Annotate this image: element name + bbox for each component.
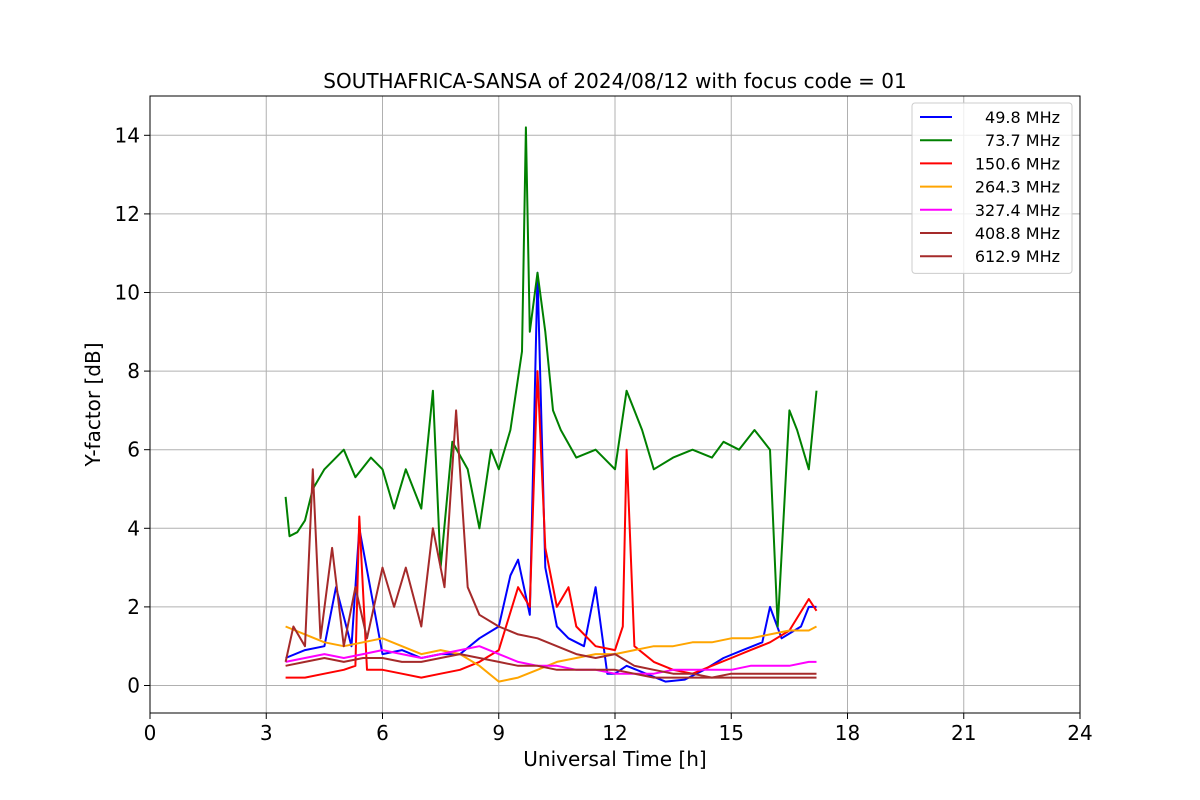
series-line [285,653,817,679]
y-tick-label: 4 [127,516,140,540]
series-line [285,271,817,683]
legend-label: 612.9 MHz [975,247,1060,266]
y-tick-label: 12 [115,202,140,226]
x-tick-label: 12 [602,721,627,745]
y-tick-label: 2 [127,595,140,619]
series-line [284,126,818,628]
y-tick-label: 6 [127,438,140,462]
x-tick-label: 18 [835,721,860,745]
x-tick-label: 21 [951,721,976,745]
x-tick-label: 0 [144,721,157,745]
series-line [285,645,817,675]
x-tick-label: 15 [719,721,744,745]
y-tick-label: 10 [115,280,140,304]
x-axis-label: Universal Time [h] [523,747,706,771]
y-axis-label: Y-factor [dB] [81,342,105,467]
x-tick-label: 24 [1067,721,1092,745]
legend: 49.8 MHz 73.7 MHz 150.6 MHz 264.3 MHz 327.4 … [911,102,1073,274]
legend-label: 264.3 MHz [975,178,1060,197]
legend-box [911,102,1073,274]
series-line [285,370,818,679]
legend-label: 408.8 MHz [975,224,1060,243]
x-tick-label: 9 [492,721,505,745]
series-line [285,625,817,683]
legend-label: 327.4 MHz [975,201,1060,220]
legend-label: 49.8 MHz [985,108,1060,127]
y-tick-label: 14 [115,123,140,147]
x-tick-label: 3 [260,721,273,745]
legend-label: 73.7 MHz [985,131,1060,150]
chart-title: SOUTHAFRICA-SANSA of 2024/08/12 with foc… [323,69,907,93]
y-tick-label: 0 [127,673,140,697]
legend-label: 150.6 MHz [975,154,1060,173]
x-tick-label: 6 [376,721,389,745]
series-layer [284,126,818,683]
y-tick-label: 8 [127,359,140,383]
